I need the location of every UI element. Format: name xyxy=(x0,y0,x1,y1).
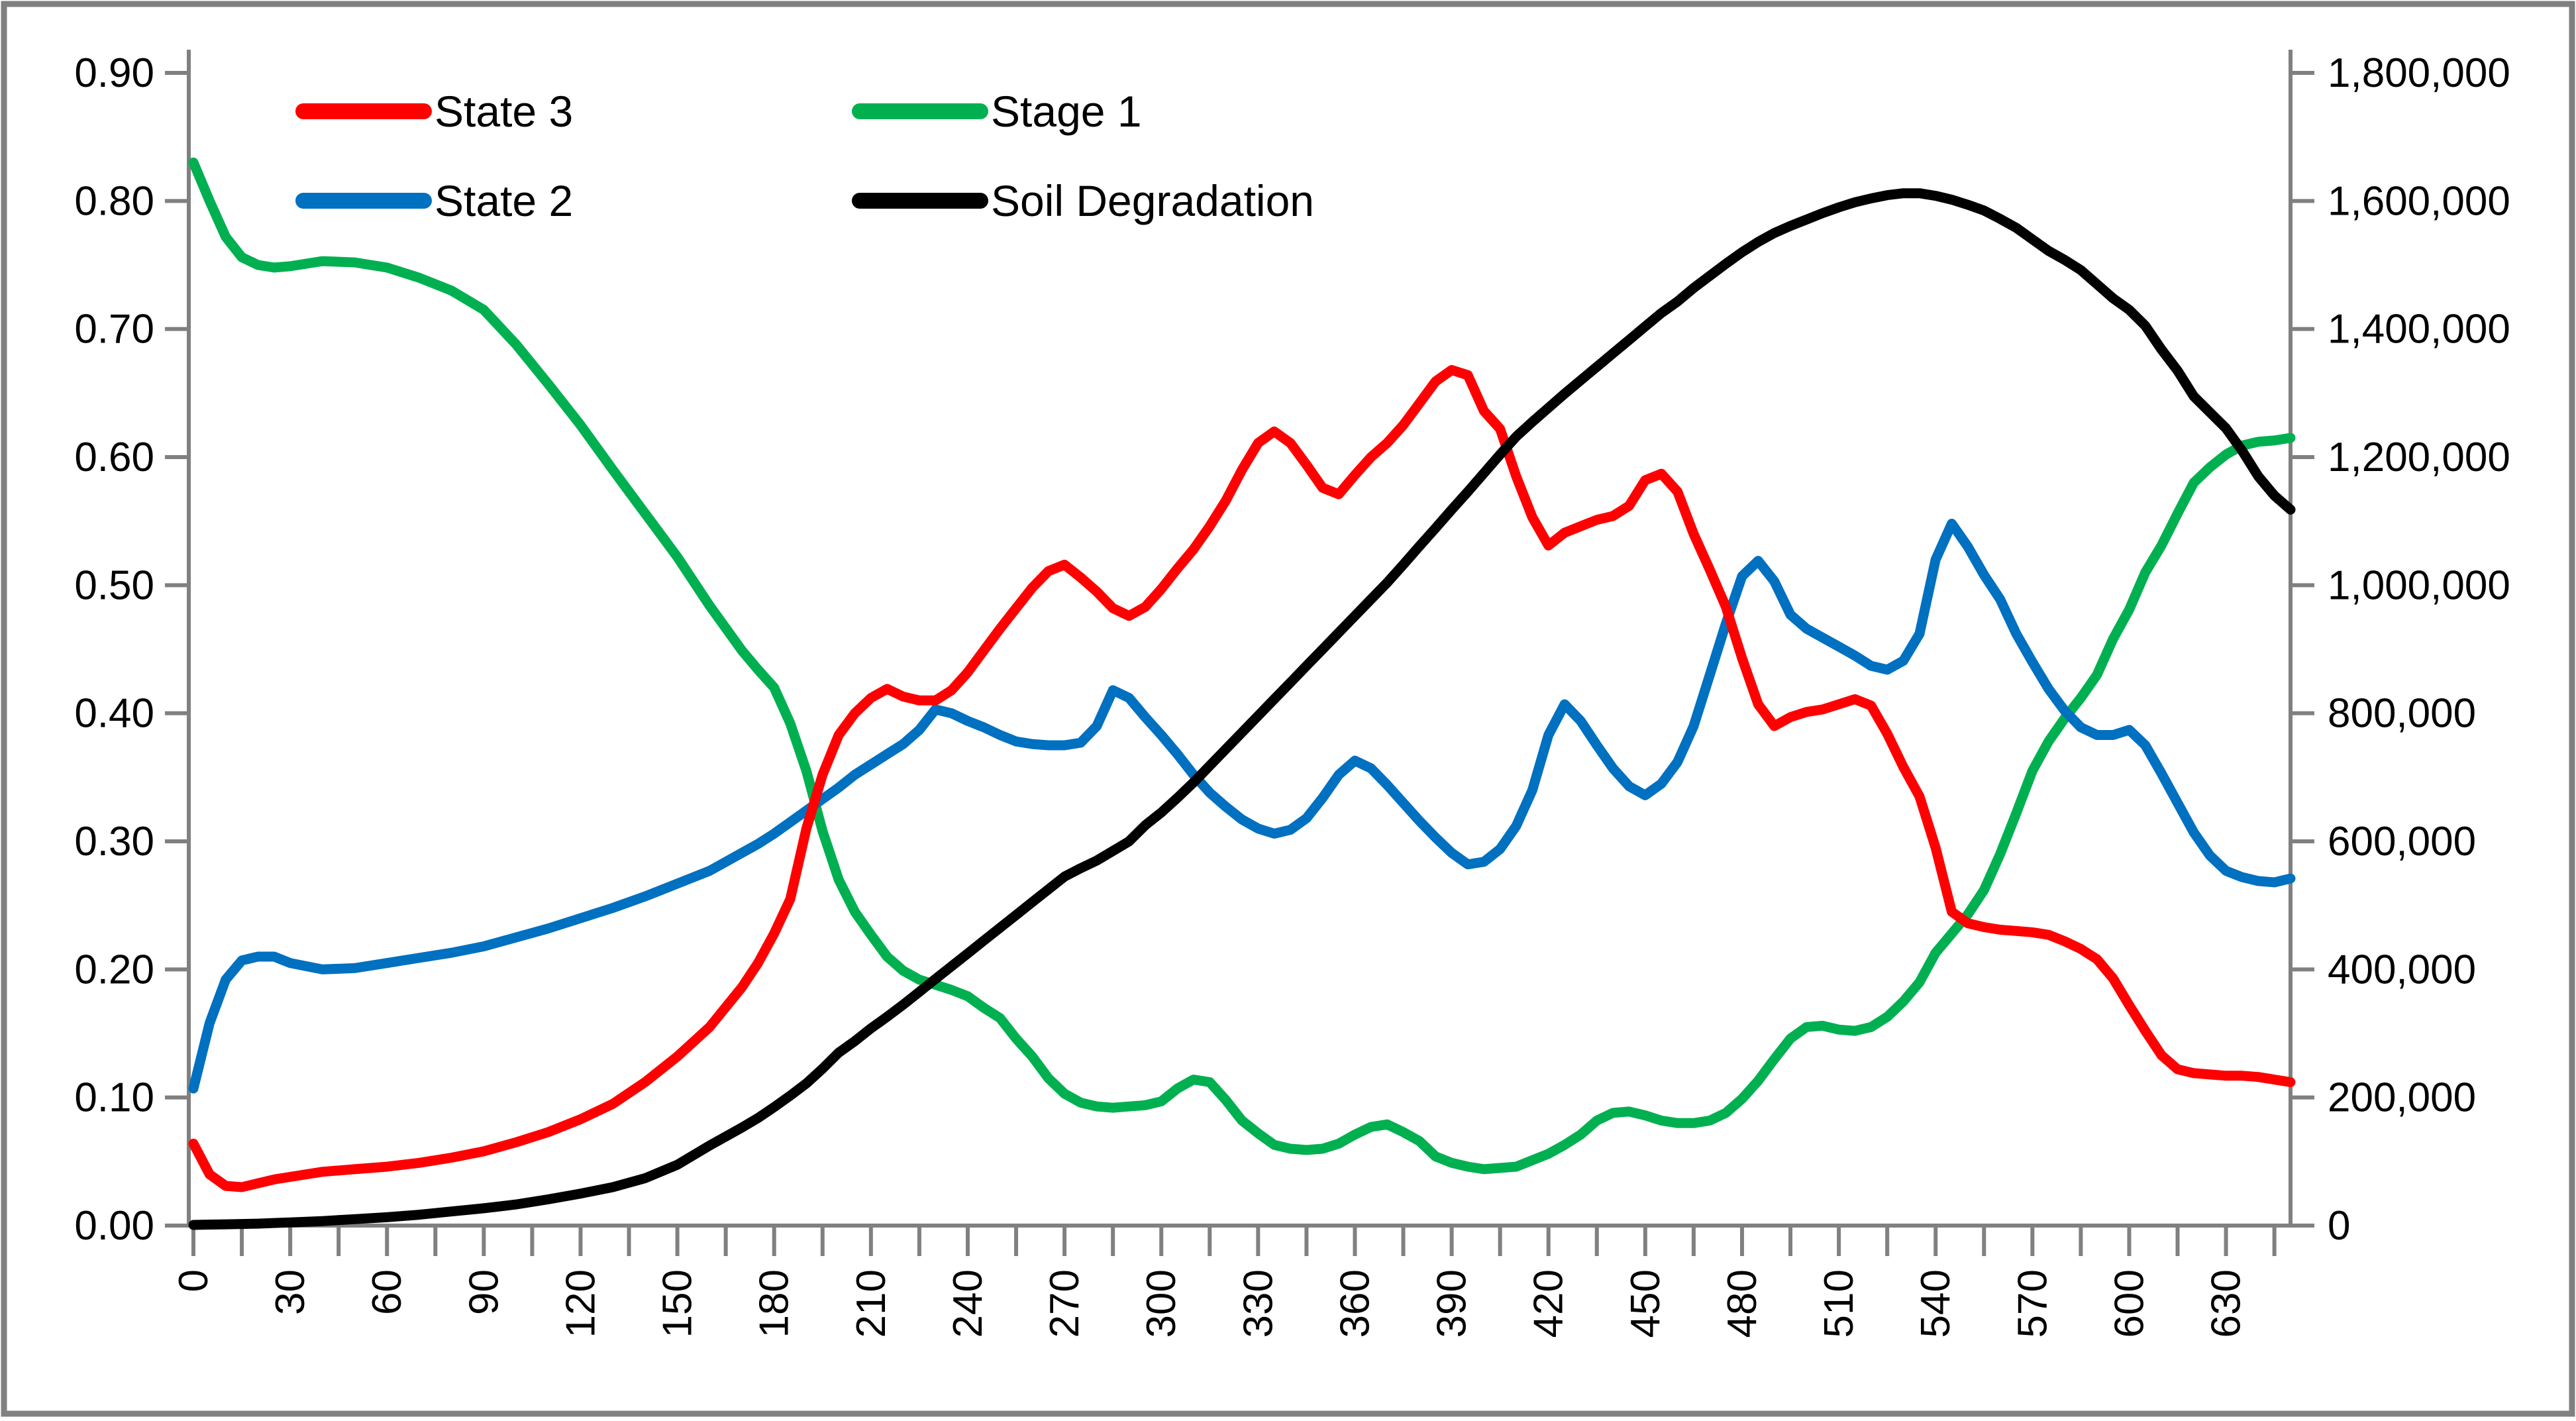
right-axis-tick-label: 400,000 xyxy=(2328,947,2476,992)
right-axis-tick-label: 200,000 xyxy=(2328,1075,2476,1121)
left-axis-tick-label: 0.60 xyxy=(74,435,154,480)
right-axis-tick-label: 1,400,000 xyxy=(2328,307,2510,352)
x-axis-tick-label: 600 xyxy=(2106,1269,2152,1338)
x-axis-tick-label: 540 xyxy=(1913,1269,1959,1338)
left-axis-tick-label: 0.30 xyxy=(74,819,154,865)
x-axis-tick-label: 60 xyxy=(364,1269,410,1315)
left-axis-tick-label: 0.10 xyxy=(74,1075,154,1121)
legend-label-stage1: Stage 1 xyxy=(991,87,1142,136)
x-axis-tick-label: 30 xyxy=(268,1269,313,1315)
x-axis-tick-label: 210 xyxy=(849,1269,894,1338)
x-axis-tick-label: 300 xyxy=(1139,1269,1184,1338)
left-axis-tick-label: 0.00 xyxy=(74,1203,154,1249)
x-axis-tick-label: 480 xyxy=(1720,1269,1765,1338)
x-axis-tick-label: 90 xyxy=(461,1269,507,1315)
right-axis-tick-label: 800,000 xyxy=(2328,691,2476,737)
left-axis-tick-label: 0.40 xyxy=(74,691,154,737)
left-axis-tick-label: 0.80 xyxy=(74,178,154,224)
x-axis-tick-label: 180 xyxy=(752,1269,798,1338)
x-axis-tick-label: 630 xyxy=(2204,1269,2249,1338)
right-axis-tick-label: 600,000 xyxy=(2328,819,2476,865)
x-axis-tick-label: 0 xyxy=(171,1269,217,1292)
x-axis-tick-label: 360 xyxy=(1332,1269,1378,1338)
x-axis-tick-label: 390 xyxy=(1429,1269,1475,1338)
x-axis-tick-label: 270 xyxy=(1042,1269,1088,1338)
x-axis-tick-label: 330 xyxy=(1235,1269,1281,1338)
right-axis-tick-label: 1,200,000 xyxy=(2328,435,2510,480)
legend-label-state2: State 2 xyxy=(435,176,573,225)
x-axis-tick-label: 420 xyxy=(1526,1269,1572,1338)
left-axis-tick-label: 0.50 xyxy=(74,562,154,608)
x-axis-tick-label: 570 xyxy=(2010,1269,2055,1338)
series-state-2 xyxy=(188,519,2296,1094)
x-axis-tick-label: 120 xyxy=(558,1269,603,1338)
right-axis-tick-label: 1,800,000 xyxy=(2328,50,2510,96)
series-state-3 xyxy=(188,365,2296,1192)
left-axis-tick-label: 0.20 xyxy=(74,947,154,992)
x-axis-tick-label: 240 xyxy=(945,1269,991,1338)
legend-label-soil: Soil Degradation xyxy=(991,176,1314,225)
right-axis-tick-label: 1,000,000 xyxy=(2328,562,2510,608)
x-axis-tick-label: 450 xyxy=(1623,1269,1669,1338)
right-axis-tick-label: 1,600,000 xyxy=(2328,178,2510,224)
legend-label-state3: State 3 xyxy=(435,87,573,136)
left-axis-tick-label: 0.70 xyxy=(74,307,154,352)
x-axis-tick-label: 150 xyxy=(655,1269,701,1338)
series-stage-1 xyxy=(188,157,2296,1175)
right-axis-tick-label: 0 xyxy=(2328,1203,2350,1249)
series-soil-degradation xyxy=(188,188,2296,1230)
left-axis-tick-label: 0.90 xyxy=(74,50,154,96)
x-axis-tick-label: 510 xyxy=(1816,1269,1862,1338)
